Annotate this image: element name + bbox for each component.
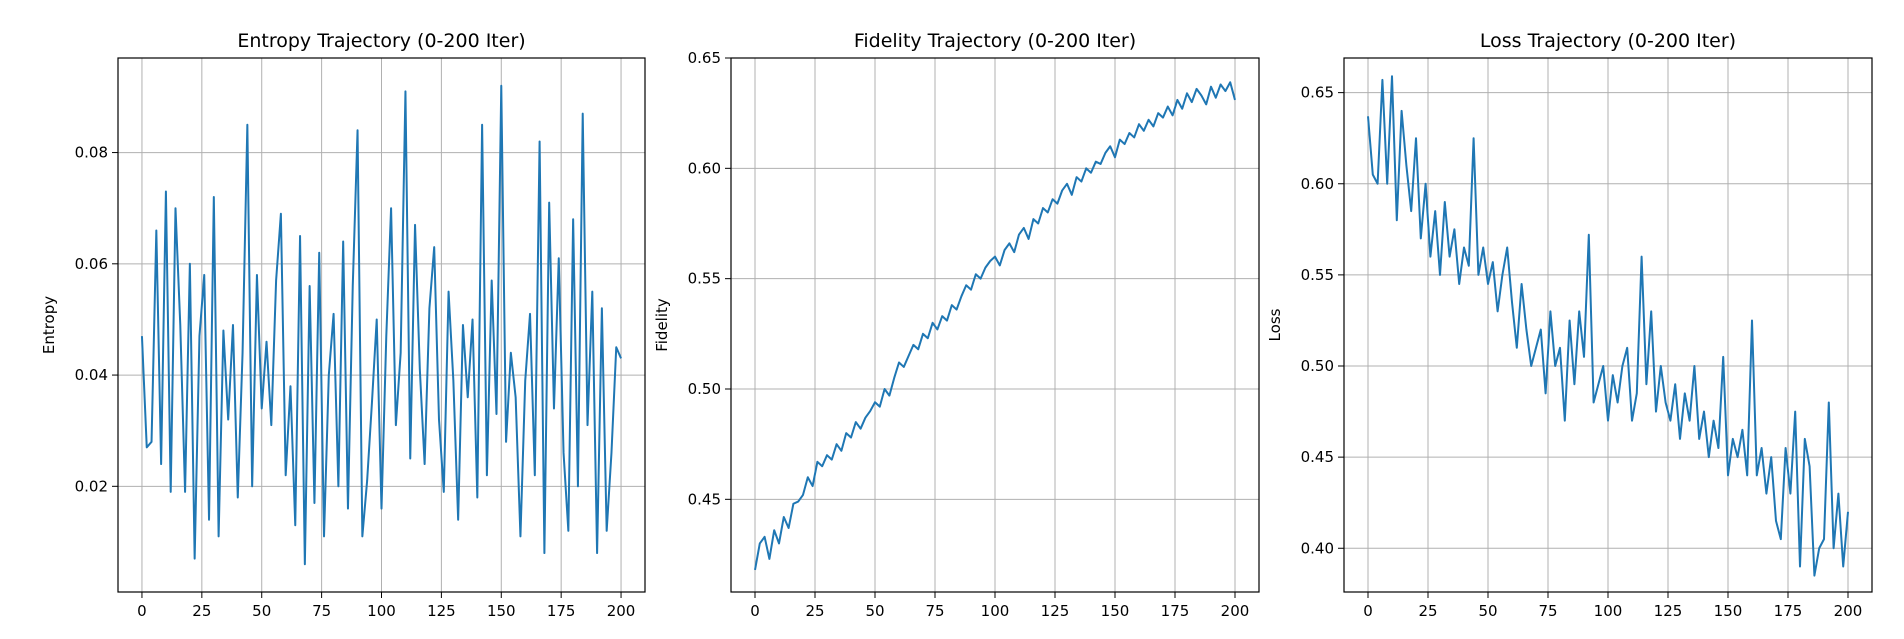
loss-x-tick-label: 100 — [1594, 602, 1623, 620]
loss-y-tick-label: 0.65 — [1301, 84, 1334, 102]
fidelity-x-tick-label: 50 — [865, 602, 884, 620]
fidelity-x-tick-label: 0 — [750, 602, 760, 620]
entropy-x-tick-label: 125 — [427, 602, 456, 620]
fidelity-x-tick-label: 75 — [925, 602, 944, 620]
fidelity-y-tick-label: 0.45 — [688, 490, 721, 508]
loss-x-tick-label: 0 — [1363, 602, 1373, 620]
entropy-x-tick-label: 150 — [487, 602, 516, 620]
fidelity-x-tick-label: 200 — [1221, 602, 1250, 620]
fidelity-y-tick-label: 0.50 — [688, 380, 721, 398]
fidelity-x-tick-label: 175 — [1161, 602, 1190, 620]
entropy-series-line — [140, 84, 622, 566]
entropy-y-tick-label: 0.02 — [75, 477, 108, 495]
fidelity-x-tick-label: 125 — [1041, 602, 1070, 620]
loss-y-tick-label: 0.45 — [1301, 448, 1334, 466]
loss-y-tick-label: 0.50 — [1301, 357, 1334, 375]
fidelity-y-tick-label: 0.60 — [688, 159, 721, 177]
loss-x-tick-label: 175 — [1774, 602, 1803, 620]
fidelity-y-tick-label: 0.55 — [688, 270, 721, 288]
entropy-x-tick-label: 100 — [367, 602, 396, 620]
entropy-y-tick-label: 0.04 — [75, 366, 108, 384]
entropy-x-tick-label: 200 — [607, 602, 636, 620]
loss-x-tick-label: 150 — [1714, 602, 1743, 620]
entropy-x-tick-label: 50 — [252, 602, 271, 620]
fidelity-series-line — [754, 81, 1236, 571]
loss-x-tick-label: 25 — [1418, 602, 1437, 620]
loss-y-tick-label: 0.60 — [1301, 175, 1334, 193]
loss-y-axis-label: Loss — [1266, 308, 1284, 341]
entropy-x-tick-label: 175 — [547, 602, 576, 620]
loss-series-line — [1367, 75, 1849, 577]
entropy-y-tick-label: 0.08 — [75, 144, 108, 162]
loss-y-tick-label: 0.55 — [1301, 266, 1334, 284]
entropy-chart-panel: 0 25 50 75 100 125 150 175 200 0.02 0.04 0.06 0.08 En… — [40, 30, 646, 620]
fidelity-x-tick-label: 25 — [805, 602, 824, 620]
entropy-y-tick-label: 0.06 — [75, 255, 108, 273]
loss-x-tick-label: 200 — [1834, 602, 1863, 620]
entropy-y-axis-label: Entropy — [40, 296, 58, 354]
fidelity-x-tick-label: 100 — [981, 602, 1010, 620]
fidelity-x-tick-label: 150 — [1101, 602, 1130, 620]
loss-y-tick-label: 0.40 — [1301, 539, 1334, 557]
fidelity-y-axis-label: Fidelity — [653, 298, 671, 352]
entropy-x-tick-label: 75 — [312, 602, 331, 620]
entropy-chart-title: Entropy Trajectory (0-200 Iter) — [237, 30, 525, 52]
loss-x-tick-label: 75 — [1538, 602, 1557, 620]
entropy-x-tick-label: 0 — [137, 602, 147, 620]
entropy-x-tick-label: 25 — [192, 602, 211, 620]
fidelity-chart-title: Fidelity Trajectory (0-200 Iter) — [854, 30, 1136, 52]
fidelity-y-tick-label: 0.65 — [688, 49, 721, 67]
loss-chart-panel: 0 25 50 75 100 125 150 175 200 0.40 0.45 0.50 0.55 0.… — [1266, 30, 1873, 620]
loss-chart-title: Loss Trajectory (0-200 Iter) — [1480, 30, 1736, 52]
loss-x-tick-label: 50 — [1478, 602, 1497, 620]
fidelity-chart-panel: 0 25 50 75 100 125 150 175 200 0.45 0.50 0.55 0.60 0.… — [653, 30, 1260, 620]
loss-x-tick-label: 125 — [1654, 602, 1683, 620]
